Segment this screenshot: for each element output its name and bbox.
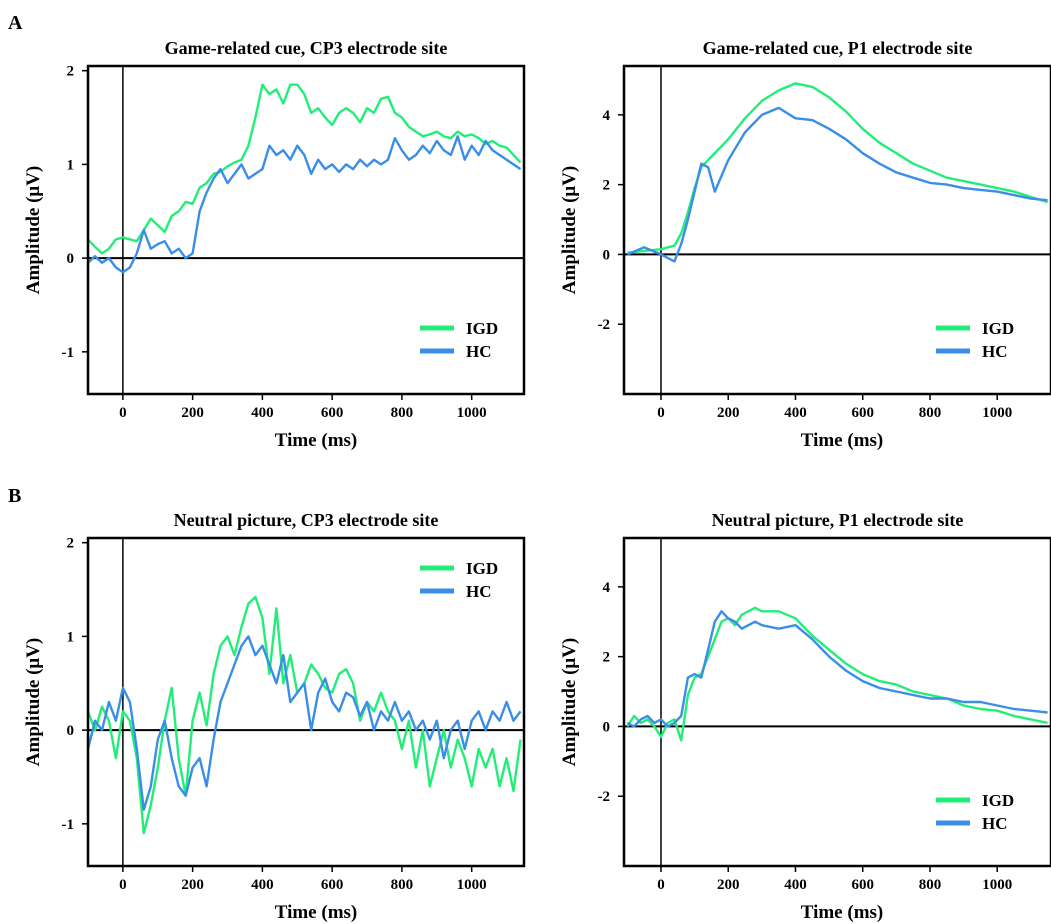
x-tick-label: 0	[657, 877, 665, 893]
y-tick-label: 2	[603, 650, 611, 666]
plot-frame	[86, 64, 526, 396]
y-tick-label: 2	[603, 178, 611, 194]
chart-3: Neutral picture, CP3 electrode site 0 200 4…	[23, 510, 526, 923]
legend-label-igd: IGD	[466, 559, 498, 578]
y-tick-label: 4	[603, 108, 611, 124]
x-tick-label: 600	[321, 877, 344, 893]
y-tick-label: 2	[67, 536, 75, 552]
y-axis-label: Amplitude (μV)	[559, 638, 580, 766]
x-tick-label: 400	[784, 877, 807, 893]
chart-title: Neutral picture, P1 electrode site	[712, 510, 964, 530]
y-tick-label: -2	[598, 789, 611, 805]
x-tick-label: 600	[851, 405, 874, 421]
x-axis-label: Time (ms)	[801, 902, 884, 923]
x-tick-label: 1000	[457, 405, 487, 421]
x-tick-label: 600	[321, 405, 344, 421]
x-tick-label: 800	[391, 405, 414, 421]
y-tick-label: -1	[62, 345, 75, 361]
plot-frame	[622, 64, 1051, 396]
series-line-hc	[626, 610, 1048, 728]
series-line-igd	[88, 595, 522, 835]
y-tick-label: 0	[603, 719, 611, 735]
legend-label-hc: HC	[466, 582, 492, 601]
x-tick-label: 1000	[457, 877, 487, 893]
x-tick-label: 1000	[982, 405, 1012, 421]
series-line-igd	[88, 83, 522, 255]
x-tick-label: 1000	[982, 877, 1012, 893]
x-tick-label: 200	[717, 877, 740, 893]
y-tick-label: 2	[67, 64, 75, 80]
legend-label-hc: HC	[982, 814, 1008, 833]
x-axis-label: Time (ms)	[275, 902, 358, 923]
legend-label-igd: IGD	[982, 319, 1014, 338]
legend-label-hc: HC	[466, 342, 492, 361]
legend-label-igd: IGD	[982, 791, 1014, 810]
x-tick-label: 400	[251, 405, 274, 421]
chart-title: Game-related cue, P1 electrode site	[703, 38, 973, 58]
panel-label-b: B	[8, 485, 21, 507]
y-tick-label: 1	[67, 157, 75, 173]
x-axis-label: Time (ms)	[275, 430, 358, 451]
x-tick-label: 200	[717, 405, 740, 421]
y-tick-label: 4	[603, 580, 611, 596]
x-tick-label: 200	[181, 877, 204, 893]
y-axis-label: Amplitude (μV)	[559, 166, 580, 294]
chart-2: Game-related cue, P1 electrode site 0 200 4…	[559, 38, 1051, 451]
y-tick-label: 0	[603, 247, 611, 263]
legend-label-igd: IGD	[466, 319, 498, 338]
series-line-igd	[627, 82, 1048, 254]
y-tick-label: 1	[67, 629, 75, 645]
y-tick-label: -2	[598, 317, 611, 333]
series-line-igd	[626, 606, 1048, 742]
series-line-hc	[626, 106, 1048, 263]
x-tick-label: 800	[919, 877, 942, 893]
x-axis-label: Time (ms)	[801, 430, 884, 451]
x-tick-label: 800	[391, 877, 414, 893]
x-tick-label: 0	[119, 405, 127, 421]
plot-frame	[622, 536, 1051, 868]
x-tick-label: 800	[919, 405, 942, 421]
chart-title: Game-related cue, CP3 electrode site	[165, 38, 448, 58]
y-tick-label: 0	[67, 251, 75, 267]
series-line-hc	[88, 135, 522, 274]
x-tick-label: 0	[119, 877, 127, 893]
x-tick-label: 200	[181, 405, 204, 421]
y-tick-label: 0	[67, 723, 75, 739]
x-tick-label: 0	[657, 405, 665, 421]
legend-label-hc: HC	[982, 342, 1008, 361]
panel-label-a: A	[8, 12, 23, 34]
y-tick-label: -1	[62, 817, 75, 833]
x-tick-label: 400	[251, 877, 274, 893]
chart-1: Game-related cue, CP3 electrode site 0 200…	[23, 38, 526, 451]
plot-frame	[86, 536, 526, 868]
y-axis-label: Amplitude (μV)	[23, 166, 44, 294]
x-tick-label: 400	[784, 405, 807, 421]
x-tick-label: 600	[851, 877, 874, 893]
chart-title: Neutral picture, CP3 electrode site	[174, 510, 439, 530]
y-axis-label: Amplitude (μV)	[23, 638, 44, 766]
series-line-hc	[88, 635, 522, 811]
